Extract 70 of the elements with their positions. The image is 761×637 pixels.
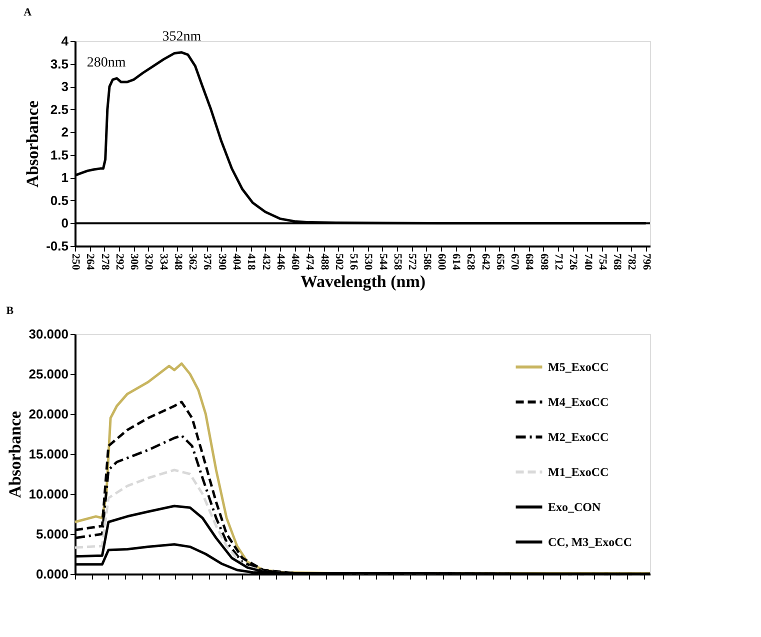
chart-title: B — [6, 305, 14, 317]
y-tick-label: 4 — [61, 34, 70, 48]
legend-label: Exo_CON — [548, 500, 602, 514]
chart-title: A — [24, 6, 32, 18]
annotation: 280nm — [86, 55, 126, 70]
x-tick-label: 446 — [274, 254, 286, 270]
x-tick-label: 586 — [420, 254, 433, 270]
legend-label: M5_ExoCC — [548, 360, 609, 374]
x-tick-label: 796 — [640, 254, 652, 270]
y-tick-label: 0.5 — [50, 192, 68, 208]
legend-label: M1_ExoCC — [548, 465, 609, 479]
x-tick-label: 306 — [128, 254, 140, 270]
y-tick-label: 2.5 — [50, 102, 68, 117]
y-axis-title: Absorbance — [6, 410, 25, 498]
y-tick-label: 30.000 — [28, 326, 68, 342]
x-tick-label: 516 — [348, 254, 360, 270]
x-tick-label: 418 — [245, 254, 258, 270]
x-tick-label: 740 — [582, 254, 594, 270]
x-axis-title: Wavelength (nm) — [300, 272, 426, 291]
x-tick-label: 250 — [70, 254, 82, 270]
x-tick-label: 460 — [289, 254, 302, 270]
x-tick-label: 768 — [611, 254, 624, 270]
x-tick-label: 558 — [392, 254, 404, 270]
x-tick-label: 782 — [626, 254, 638, 270]
x-tick-label: 348 — [172, 254, 184, 270]
y-tick-label: 3.5 — [50, 56, 68, 72]
legend-label: CC, M3_ExoCC — [548, 535, 632, 549]
y-tick-label: 1 — [61, 170, 68, 186]
x-tick-label: 376 — [201, 254, 214, 270]
x-tick-label: 670 — [508, 254, 521, 270]
y-tick-label: 0 — [61, 216, 68, 231]
legend-label: M2_ExoCC — [548, 430, 609, 444]
x-tick-label: 656 — [494, 254, 506, 270]
y-axis-title: Absorbance — [23, 100, 42, 188]
x-tick-label: 404 — [230, 254, 242, 270]
y-tick-label: 2 — [61, 124, 68, 140]
x-tick-label: 684 — [523, 254, 536, 270]
x-tick-label: 320 — [142, 254, 155, 270]
y-tick-label: -0.5 — [46, 238, 68, 254]
x-tick-label: 614 — [450, 254, 462, 270]
x-tick-label: 600 — [435, 254, 448, 270]
x-tick-label: 726 — [567, 254, 580, 270]
x-tick-label: 390 — [216, 254, 228, 270]
y-tick-label: 10.000 — [28, 486, 68, 502]
x-tick-label: 292 — [113, 254, 126, 270]
x-tick-label: 642 — [479, 254, 492, 270]
x-tick-label: 432 — [260, 254, 272, 270]
x-tick-label: 530 — [362, 254, 374, 270]
y-tick-label: 20.000 — [28, 406, 68, 422]
x-tick-label: 334 — [157, 254, 170, 270]
x-tick-label: 544 — [376, 254, 389, 270]
y-tick-label: 5.000 — [36, 526, 68, 542]
x-tick-label: 362 — [186, 254, 199, 270]
y-tick-label: 15.000 — [28, 446, 68, 462]
y-tick-label: 0.000 — [36, 566, 68, 582]
annotation: 352nm — [162, 29, 202, 44]
legend-label: M4_ExoCC — [548, 395, 609, 409]
y-tick-label: 1.5 — [50, 147, 68, 162]
x-tick-label: 754 — [596, 254, 608, 270]
x-tick-label: 488 — [318, 254, 330, 270]
x-tick-label: 712 — [552, 254, 564, 270]
y-tick-label: 25.000 — [28, 366, 68, 382]
x-tick-label: 264 — [84, 254, 96, 270]
x-tick-label: 502 — [332, 254, 345, 270]
x-tick-label: 572 — [406, 254, 418, 270]
x-tick-label: 278 — [98, 254, 111, 270]
x-tick-label: 474 — [304, 254, 316, 270]
y-tick-label: 3 — [61, 79, 68, 94]
x-tick-label: 698 — [538, 254, 550, 270]
x-tick-label: 628 — [464, 254, 477, 270]
